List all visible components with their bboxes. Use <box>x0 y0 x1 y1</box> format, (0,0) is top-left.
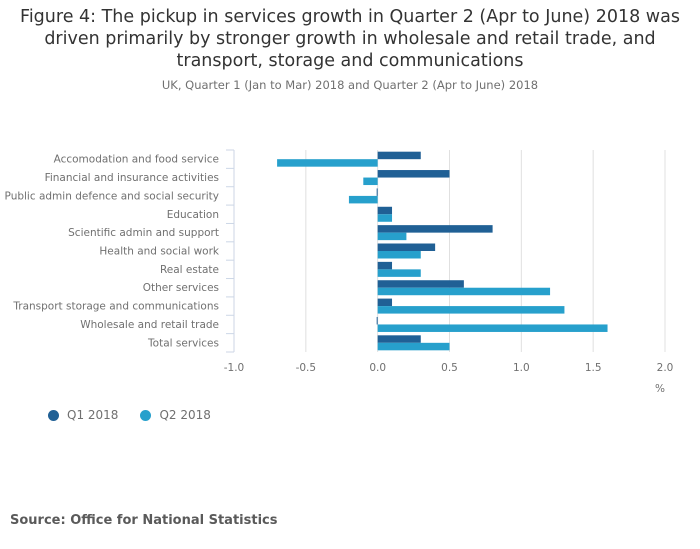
bar-q1 <box>377 335 421 343</box>
x-tick-label: 1.0 <box>513 362 530 374</box>
bar-q1 <box>377 170 450 178</box>
chart-title-line: transport, storage and communications <box>176 51 524 71</box>
chart-title: Figure 4: The pickup in services growth … <box>0 6 700 72</box>
bar-q1 <box>377 280 464 288</box>
bar-q2 <box>277 159 378 167</box>
x-tick-label: -1.0 <box>224 362 245 374</box>
bar-q2 <box>377 214 393 222</box>
bar-q2 <box>377 269 421 277</box>
gridlines <box>305 150 666 352</box>
category-label: Scientific admin and support <box>68 227 219 239</box>
category-label: Transport storage and communications <box>12 301 219 313</box>
legend-label-q2: Q2 2018 <box>159 408 211 422</box>
bar-q1 <box>377 243 436 251</box>
legend-label-q1: Q1 2018 <box>67 408 119 422</box>
bar-q2 <box>377 287 551 296</box>
bar-q1 <box>377 206 393 215</box>
category-label: Health and social work <box>99 246 220 258</box>
chart-subtitle: UK, Quarter 1 (Jan to Mar) 2018 and Quar… <box>161 78 539 92</box>
bar-q1 <box>377 298 393 307</box>
bar-q2 <box>377 342 450 351</box>
bars <box>277 151 608 351</box>
x-tick-label: 0.5 <box>441 362 458 374</box>
x-axis-ticks: -1.0 -0.5 0.0 0.5 1.0 1.5 2.0 <box>224 362 674 374</box>
chart-title-line: Figure 4: The pickup in services growth … <box>20 7 680 27</box>
x-tick-label: 2.0 <box>657 362 674 374</box>
bar-q1 <box>377 225 493 233</box>
bar-q1 <box>377 261 393 270</box>
legend: Q1 2018 Q2 2018 <box>48 408 233 422</box>
bar-q2 <box>377 232 407 241</box>
legend-marker-q1 <box>48 409 59 421</box>
bar-q2 <box>377 306 565 314</box>
bar-q2 <box>377 251 421 259</box>
bar-q1 <box>376 188 378 196</box>
bar-q1 <box>376 316 378 325</box>
y-axis: Accomodation and food service Financial a… <box>5 149 235 353</box>
source-note: Source: Office for National Statistics <box>10 513 278 528</box>
legend-marker-q2 <box>140 409 152 421</box>
x-axis-unit-label: % <box>655 383 665 395</box>
legend-item-q2[interactable]: Q2 2018 <box>140 408 211 422</box>
bar-q2 <box>363 177 378 186</box>
category-label: Education <box>167 209 219 221</box>
category-label: Other services <box>143 282 219 294</box>
bar-q2 <box>377 324 608 332</box>
category-label: Wholesale and retail trade <box>80 319 219 331</box>
category-label: Financial and insurance activities <box>45 172 219 184</box>
legend-item-q1[interactable]: Q1 2018 <box>48 408 118 422</box>
category-label: Public admin defence and social security <box>5 190 219 202</box>
bar-chart: Accomodation and food service Financial a… <box>5 149 674 395</box>
category-label: Real estate <box>160 264 219 276</box>
x-tick-label: 1.5 <box>585 362 602 374</box>
x-tick-label: 0.0 <box>369 362 386 374</box>
chart-title-line: driven primarily by stronger growth in w… <box>44 29 656 49</box>
x-tick-label: -0.5 <box>296 362 317 374</box>
bar-q2 <box>348 195 378 204</box>
category-label: Total services <box>147 337 219 349</box>
category-label: Accomodation and food service <box>54 154 219 166</box>
bar-q1 <box>377 151 421 160</box>
